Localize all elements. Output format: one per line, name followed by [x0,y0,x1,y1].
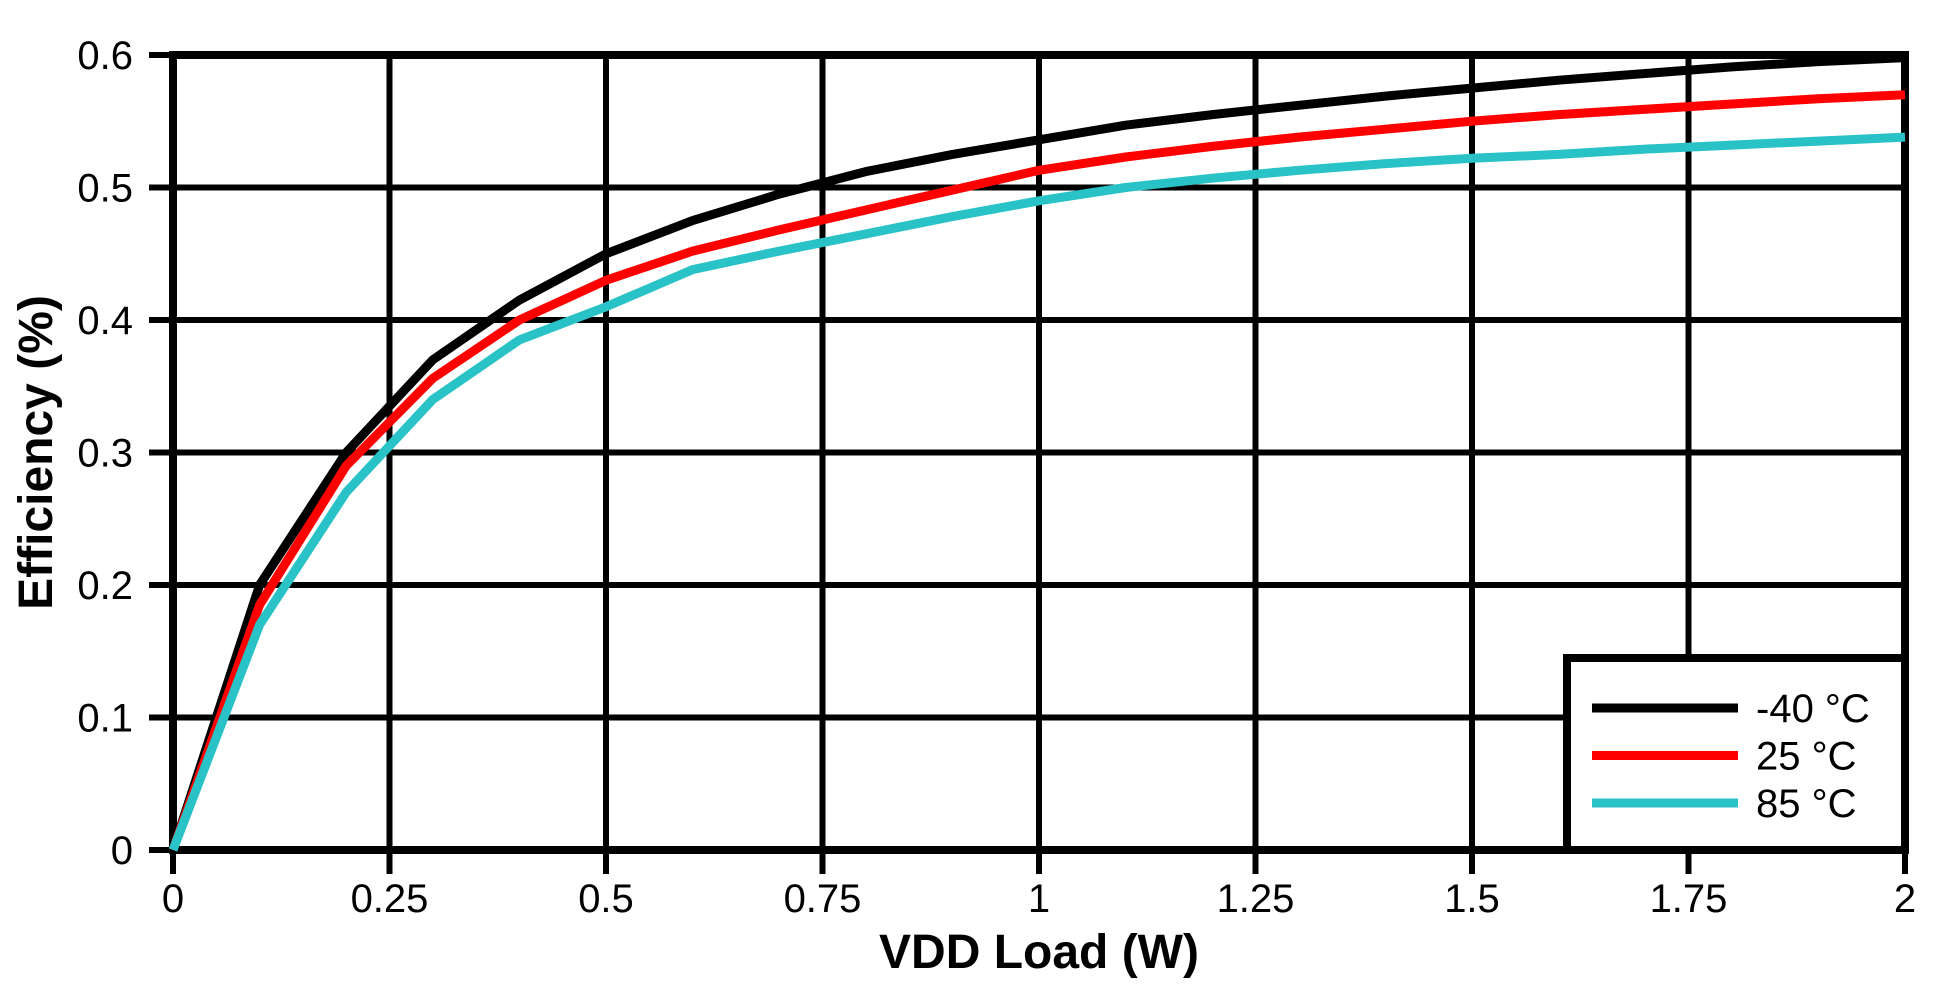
legend: -40 °C25 °C85 °C [1563,654,1909,854]
x-tick-label: 0.75 [784,877,862,921]
plot-border [169,51,1909,854]
series-curve [168,53,1906,852]
series-curve [168,132,1906,852]
y-tick-label: 0.1 [77,697,133,741]
legend-label: 85 °C [1756,782,1857,826]
y-tick-label: 0.3 [77,432,133,476]
y-tick-label: 0.2 [77,564,133,608]
legend-label: 25 °C [1756,735,1857,779]
x-tick-label: 0.5 [578,877,634,921]
y-tick-label: 0 [111,829,133,873]
legend-label: -40 °C [1756,687,1870,731]
y-tick-label: 0.4 [77,299,133,343]
x-tick-label: 2 [1894,877,1916,921]
y-axis-title: Efficiency (%) [10,295,63,610]
x-tick-label: 1.5 [1444,877,1500,921]
x-tick-label: 1.75 [1650,877,1728,921]
tick-labels: 0 0.25 0.5 0.75 1 1.25 1.5 1.75 2 0 0.1 0.2 0.3 0.4 0.… [77,34,1916,921]
x-tick-label: 1 [1028,877,1050,921]
x-tick-label: 0 [162,877,184,921]
y-tick-label: 0.5 [77,167,133,211]
x-tick-label: 1.25 [1217,877,1295,921]
series-curve [168,90,1906,852]
series-curves [168,53,1906,852]
y-tick-label: 0.6 [77,34,133,78]
x-axis-title: VDD Load (W) [879,926,1199,979]
x-tick-label: 0.25 [351,877,429,921]
